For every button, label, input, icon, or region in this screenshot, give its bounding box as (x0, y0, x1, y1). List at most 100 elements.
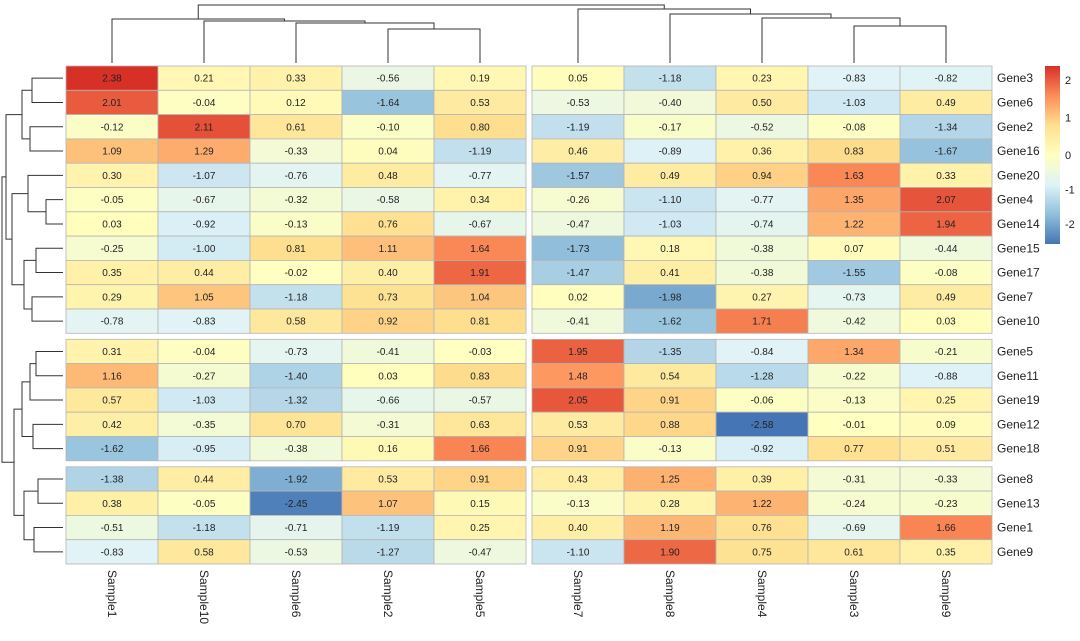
dendrogram-link (35, 350, 63, 377)
row-label: Gene6 (997, 95, 1033, 109)
heatmap-cell (433, 363, 527, 389)
cell-value-label: -0.05 (101, 195, 124, 206)
heatmap-cell (715, 259, 809, 286)
dendrogram-link (577, 8, 751, 63)
row-label: Gene7 (997, 290, 1033, 304)
cell-value-label: -0.13 (659, 444, 682, 455)
dendrogram-link (197, 4, 665, 19)
heatmap-cell (65, 411, 159, 437)
heatmap-cell (899, 65, 993, 91)
cell-value-label: -1.07 (193, 171, 216, 182)
cell-value-label: -0.01 (843, 420, 866, 431)
cell-value-label: 0.77 (844, 444, 864, 455)
row-label: Gene19 (997, 393, 1040, 407)
cell-value-label: -0.76 (285, 171, 308, 182)
color-legend: 2 1 0 -1 -2 (1045, 66, 1075, 244)
heatmap-cell (715, 539, 809, 565)
dendrogram-link (387, 28, 481, 63)
heatmap-cell (157, 308, 251, 334)
heatmap-cell (807, 138, 901, 164)
cell-value-label: -0.56 (377, 74, 400, 85)
heatmap-cell (433, 308, 527, 334)
cell-value-label: 0.38 (102, 499, 122, 510)
cell-value-label: 1.64 (470, 244, 490, 255)
cell-value-label: 0.53 (568, 420, 588, 431)
column-label: Sample7 (571, 570, 585, 618)
row-labels: Gene3 Gene6 Gene2 Gene16 Gene20 Gene4 Gene14 Ge… (997, 71, 1040, 559)
heatmap-cell (899, 89, 993, 116)
cell-value-label: 0.91 (660, 396, 680, 407)
row-label: Gene3 (997, 71, 1033, 85)
cell-value-label: -1.03 (193, 396, 216, 407)
heatmap-cell (531, 284, 625, 310)
dendrogram-link (853, 25, 947, 63)
dendrogram-link (29, 126, 63, 152)
heatmap-cell (715, 89, 809, 116)
heatmap-cell (65, 65, 159, 91)
cell-value-label: -2.45 (285, 499, 308, 510)
cell-value-label: -0.77 (469, 171, 492, 182)
cell-value-label: 1.29 (194, 147, 214, 158)
cell-value-label: -0.17 (659, 122, 682, 133)
heatmap-cell (249, 65, 343, 91)
cell-value-label: -0.67 (469, 219, 492, 230)
cell-value-label: -0.83 (843, 74, 866, 85)
heatmap-cell (341, 387, 435, 413)
heatmap-cell (623, 235, 717, 261)
cell-value-label: 0.81 (470, 317, 490, 328)
cell-value-label: 0.63 (470, 420, 490, 431)
heatmap-cell (249, 187, 343, 213)
cell-value-label: 0.29 (102, 292, 122, 303)
heatmap-cell (623, 436, 717, 462)
cell-value-label: -0.58 (377, 195, 400, 206)
cell-value-label: 1.16 (102, 371, 122, 382)
cell-value-label: -0.24 (843, 499, 866, 510)
column-label: Sample8 (663, 570, 677, 618)
cell-value-label: 1.22 (752, 499, 772, 510)
heatmap-cell (157, 259, 251, 286)
cell-value-label: 0.81 (286, 244, 306, 255)
row-dendrogram (1, 77, 63, 553)
heatmap-cell (623, 65, 717, 91)
cell-value-label: -0.47 (469, 547, 492, 558)
heatmap-cell (623, 363, 717, 389)
cell-value-label: 0.33 (286, 74, 306, 85)
heatmap-cell (531, 363, 625, 389)
cell-value-label: 1.71 (752, 317, 772, 328)
dendrogram-link (21, 381, 33, 437)
cell-value-label: -1.35 (659, 347, 682, 358)
heatmap-cell (715, 162, 809, 188)
dendrogram-link (45, 199, 63, 225)
row-label: Gene4 (997, 193, 1033, 207)
cell-value-label: -0.21 (935, 347, 958, 358)
cell-value-label: 0.15 (470, 499, 490, 510)
heatmap-cell (249, 308, 343, 334)
dendrogram-link (29, 363, 63, 401)
cell-value-label: 0.23 (752, 74, 772, 85)
heatmap-cell (341, 466, 435, 492)
heatmap-cell (157, 162, 251, 188)
heatmap-cell (433, 138, 527, 164)
cell-value-label: 2.01 (102, 98, 122, 109)
dendrogram-link (203, 20, 366, 63)
heatmap-cell (715, 363, 809, 389)
heatmap-cell (249, 411, 343, 437)
cell-value-label: -0.26 (567, 195, 590, 206)
cell-value-label: 1.04 (470, 292, 490, 303)
cell-value-label: -0.89 (659, 147, 682, 158)
cell-value-label: 0.46 (568, 147, 588, 158)
heatmap-cell (899, 539, 993, 565)
heatmap-cell (807, 259, 901, 286)
cell-value-label: 0.94 (752, 171, 772, 182)
cell-value-label: -0.92 (751, 444, 774, 455)
column-label: Sample6 (289, 570, 303, 618)
heatmap-cell (157, 387, 251, 413)
cell-value-label: 0.61 (844, 547, 864, 558)
cell-value-label: -0.71 (285, 523, 308, 534)
heatmap-cell (623, 114, 717, 140)
cell-value-label: 0.70 (286, 420, 306, 431)
cell-value-label: -1.03 (659, 219, 682, 230)
cell-value-label: 1.07 (378, 499, 398, 510)
cell-value-label: 0.33 (936, 171, 956, 182)
heatmap-cell (807, 436, 901, 462)
